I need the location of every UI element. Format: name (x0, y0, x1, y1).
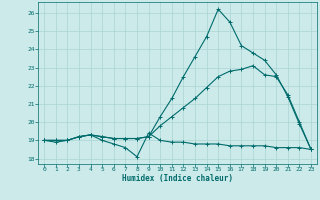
X-axis label: Humidex (Indice chaleur): Humidex (Indice chaleur) (122, 174, 233, 183)
